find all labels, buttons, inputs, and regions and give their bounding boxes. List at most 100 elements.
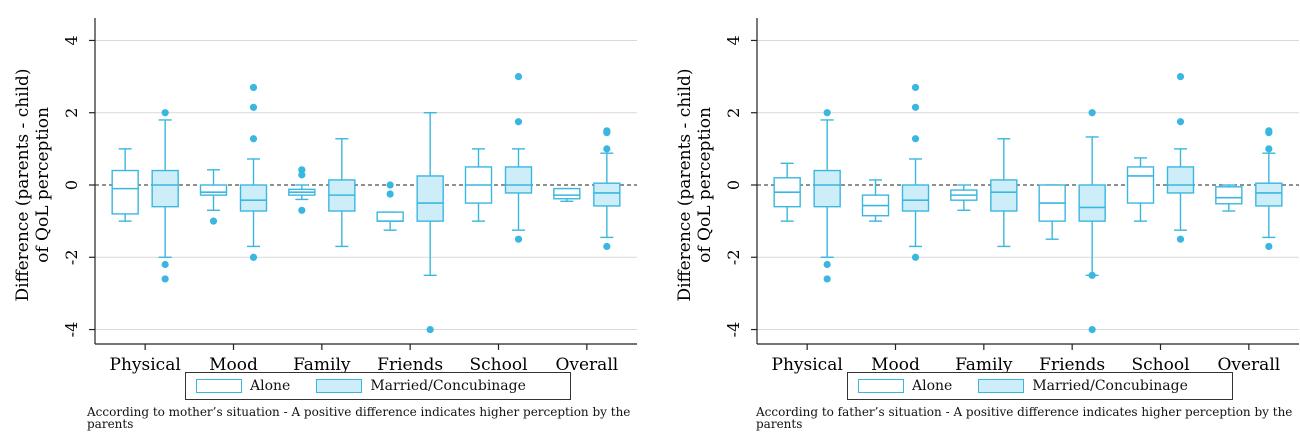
outlier-point	[514, 235, 523, 243]
box-alone	[1215, 184, 1243, 212]
right-footnote: According to father’s situation - A posi…	[756, 405, 1293, 431]
box-iqr	[990, 179, 1018, 212]
box-married	[1255, 127, 1283, 251]
x-tick-label: Mood	[871, 355, 920, 375]
box-iqr	[151, 169, 179, 208]
left-footnote: According to mother’s situation - A posi…	[87, 405, 631, 431]
outlier-point	[1176, 72, 1185, 81]
x-tick-label: School	[469, 355, 527, 375]
x-tick-label: Family	[955, 355, 1013, 375]
box-married	[990, 138, 1018, 248]
outlier-point	[386, 190, 394, 198]
outlier-point	[249, 135, 258, 143]
box-alone	[1126, 157, 1155, 222]
box-alone	[464, 148, 493, 222]
outlier-point	[1265, 129, 1273, 137]
box-married	[504, 72, 533, 243]
box-iqr	[1126, 166, 1155, 204]
outlier-point	[161, 275, 169, 283]
x-tick-label: Physical	[110, 355, 181, 375]
right-legend: Alone Married/Concubinage	[847, 372, 1233, 400]
box-iqr	[553, 187, 581, 200]
box-alone	[553, 187, 581, 202]
legend-label-married: Married/Concubinage	[370, 378, 526, 394]
y-tick-label: -2	[62, 249, 81, 265]
outlier-point	[1088, 271, 1096, 279]
outlier-point	[249, 83, 258, 92]
y-tick-label: 2	[62, 108, 81, 118]
box-married	[416, 112, 444, 334]
box-married	[1166, 72, 1195, 243]
outlier-point	[298, 171, 306, 179]
box-married	[239, 83, 268, 261]
box-alone	[199, 169, 228, 225]
box-iqr	[199, 184, 228, 196]
x-tick-label: Overall	[1217, 355, 1280, 375]
y-tick-label: 4	[62, 35, 81, 45]
legend-key-alone	[196, 379, 242, 393]
x-tick-label: Family	[293, 355, 351, 375]
outlier-point	[1265, 242, 1273, 251]
box-iqr	[901, 184, 930, 212]
box-alone	[773, 162, 801, 222]
left-boxplot-chart: 4 2 0 -2 -4 Difference (parents - child) of Qo…	[13, 18, 637, 375]
box-iqr	[1255, 182, 1283, 207]
y-tick-label: -4	[724, 322, 743, 338]
outlier-point	[298, 206, 306, 214]
outlier-point	[161, 109, 169, 117]
legend-label-alone: Alone	[250, 378, 291, 394]
outlier-point	[823, 275, 831, 283]
outlier-point	[823, 260, 831, 269]
box-iqr	[593, 182, 621, 207]
x-tick-label: Friends	[1039, 355, 1105, 375]
outlier-point	[514, 72, 523, 81]
box-married	[328, 138, 356, 248]
legend-key-married	[316, 379, 363, 393]
x-tick-label: School	[1131, 355, 1189, 375]
outlier-point	[426, 325, 434, 334]
box-iqr	[416, 175, 444, 222]
y-axis-title: Difference (parents - child)	[13, 68, 33, 301]
y-tick-label: -4	[62, 322, 81, 338]
outlier-point	[298, 166, 306, 174]
outlier-point	[249, 253, 258, 261]
box-iqr	[813, 169, 841, 208]
box-married	[151, 109, 179, 283]
outlier-point	[514, 118, 523, 126]
right-chart-panel: 4 2 0 -2 -4 Difference (parents - child) of Qo…	[662, 0, 1300, 444]
left-chart-panel: 4 2 0 -2 -4 Difference (parents - child) of Qo…	[13, 18, 637, 431]
box-alone	[950, 184, 978, 211]
outlier-point	[911, 135, 920, 143]
outlier-point	[249, 103, 258, 111]
y-tick-label: 0	[62, 180, 81, 190]
y-tick-label: 2	[724, 108, 743, 118]
box-iqr	[239, 184, 268, 212]
box-iqr	[376, 211, 404, 222]
box-iqr	[1215, 186, 1243, 205]
legend-item-alone: Alone	[858, 378, 952, 394]
y-axis-title: of QoL perception	[695, 107, 715, 263]
x-tick-label: Mood	[209, 355, 258, 375]
outlier-point	[386, 181, 394, 189]
right-boxplot-chart: 4 2 0 -2 -4 Difference (parents - child) of Qo…	[675, 18, 1299, 375]
outlier-point	[1088, 109, 1096, 117]
box-alone	[376, 181, 404, 231]
outlier-point	[1176, 118, 1185, 126]
outlier-point	[911, 83, 920, 92]
box-married	[1078, 109, 1106, 334]
legend-label-alone: Alone	[912, 378, 953, 394]
legend-item-alone: Alone	[196, 378, 290, 394]
box-alone	[861, 179, 890, 222]
x-tick-label: Friends	[377, 355, 443, 375]
legend-key-married	[978, 379, 1025, 393]
box-married	[813, 109, 841, 283]
box-alone	[1038, 184, 1066, 240]
box-alone	[111, 148, 139, 222]
box-iqr	[1078, 184, 1106, 222]
x-tick-label: Physical	[772, 355, 843, 375]
outlier-point	[161, 260, 169, 269]
box-married	[901, 83, 930, 261]
box-married	[593, 127, 621, 251]
legend-key-alone	[858, 379, 904, 393]
outlier-point	[603, 145, 611, 153]
